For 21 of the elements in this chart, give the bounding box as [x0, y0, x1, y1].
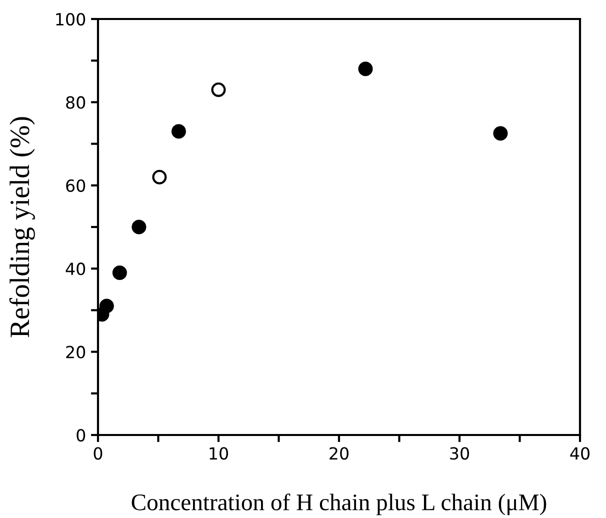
- x-axis-title: Concentration of H chain plus L chain (μM): [132, 493, 546, 516]
- y-tick-label: 60: [66, 179, 86, 192]
- y-tick-label: 100: [56, 12, 86, 26]
- y-tick-label: 80: [66, 96, 86, 109]
- point: [358, 62, 373, 76]
- x-tick-label: 30: [450, 447, 469, 460]
- point: [211, 82, 226, 97]
- y-axis-title: Refolding yield (%): [9, 117, 35, 338]
- point: [171, 124, 186, 139]
- x-tick-label: 20: [330, 447, 348, 460]
- point: [99, 298, 114, 314]
- y-tick-label: 40: [66, 262, 86, 276]
- y-tick-label: 0: [76, 428, 86, 442]
- point: [493, 126, 508, 141]
- y-tick-label: 20: [66, 346, 86, 358]
- point: [152, 170, 167, 184]
- point: [132, 220, 146, 234]
- x-tick-label: 10: [210, 447, 228, 460]
- x-tick-label: 40: [570, 447, 590, 460]
- x-tick-label: 0: [94, 447, 102, 460]
- point: [112, 266, 127, 280]
